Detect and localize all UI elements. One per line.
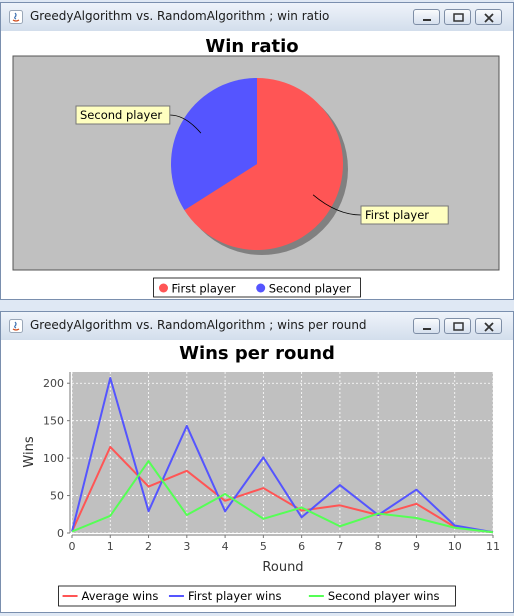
x-tick-label-4: 4 — [222, 540, 229, 553]
x-tick-label-0: 0 — [69, 540, 76, 553]
close-icon — [484, 322, 494, 332]
y-tick-label-2: 100 — [43, 452, 64, 465]
minimize-icon — [423, 328, 431, 330]
plot-area — [72, 372, 493, 533]
minimize-button[interactable] — [413, 318, 440, 334]
legend-item-1: First player wins — [188, 589, 282, 603]
pie-label-link-0 — [312, 194, 362, 216]
legend-swatch-0 — [159, 283, 168, 293]
y-tick-label-1: 50 — [50, 490, 64, 503]
minimize-icon — [423, 19, 431, 21]
maximize-button[interactable] — [444, 318, 471, 334]
x-tick-label-5: 5 — [260, 540, 267, 553]
pie-label-box-1 — [75, 105, 171, 125]
x-tick-label-8: 8 — [375, 540, 382, 553]
pie-chart: Win ratio First player Second player Firs… — [12, 36, 500, 298]
minimize-button[interactable] — [413, 9, 440, 25]
x-axis-label: Round — [262, 560, 303, 575]
y-tick-label-0: 0 — [57, 527, 64, 540]
x-tick-label-11: 11 — [486, 540, 500, 553]
maximize-icon — [453, 13, 464, 22]
x-tick-label-9: 9 — [413, 540, 420, 553]
pie-chart-panel: Win ratio First player Second player Firs… — [6, 31, 508, 299]
legend-swatch-1 — [256, 283, 266, 293]
java-icon — [9, 319, 23, 333]
legend-item-2: Second player wins — [328, 589, 440, 603]
x-tick-label-1: 1 — [107, 540, 114, 553]
x-tick-label-3: 3 — [183, 540, 190, 553]
y-axis-label: Wins — [22, 436, 37, 467]
chart-title: Wins per round — [179, 343, 335, 364]
pie-slice-0 — [184, 78, 343, 251]
pie-label-1: Second player — [80, 108, 162, 122]
legend-item-0: Average wins — [82, 589, 159, 603]
legend-item-0: First player — [172, 282, 236, 296]
line-chart: Wins per round 0 1 2 3 4 5 6 7 8 9 10 11 0 50 100 150 20… — [22, 343, 500, 607]
y-tick-label-3: 150 — [43, 415, 64, 428]
legend-box — [58, 585, 456, 607]
legend-item-1: Second player — [269, 282, 351, 296]
close-button[interactable] — [475, 318, 502, 334]
java-icon — [9, 10, 23, 24]
x-tick-label-10: 10 — [448, 540, 462, 553]
line-chart-panel: Wins per round 0 1 2 3 4 5 6 7 8 9 10 11 0 50 100 150 20… — [6, 340, 508, 612]
pie-label-link-1 — [169, 114, 202, 134]
pie-label-0: First player — [365, 208, 429, 222]
x-tick-label-7: 7 — [336, 540, 343, 553]
window-title: GreedyAlgorithm vs. RandomAlgorithm ; wi… — [30, 9, 330, 23]
series-line-2 — [71, 460, 494, 534]
series-line-0 — [71, 445, 494, 534]
pie-label-box-0 — [360, 205, 449, 225]
maximize-icon — [453, 322, 464, 331]
win-ratio-window: GreedyAlgorithm vs. RandomAlgorithm ; wi… — [0, 2, 514, 300]
wins-per-round-window: GreedyAlgorithm vs. RandomAlgorithm ; wi… — [0, 311, 514, 613]
chart-title: Win ratio — [205, 36, 298, 57]
close-icon — [484, 13, 494, 23]
y-tick-label-4: 200 — [43, 377, 64, 390]
title-bar[interactable]: GreedyAlgorithm vs. RandomAlgorithm ; wi… — [1, 312, 513, 340]
title-bar[interactable]: GreedyAlgorithm vs. RandomAlgorithm ; wi… — [1, 3, 513, 31]
close-button[interactable] — [475, 9, 502, 25]
x-tick-label-6: 6 — [298, 540, 305, 553]
x-tick-label-2: 2 — [145, 540, 152, 553]
maximize-button[interactable] — [444, 9, 471, 25]
series-line-1 — [71, 376, 494, 534]
window-title: GreedyAlgorithm vs. RandomAlgorithm ; wi… — [30, 318, 367, 332]
pie-slice-1 — [170, 78, 257, 211]
